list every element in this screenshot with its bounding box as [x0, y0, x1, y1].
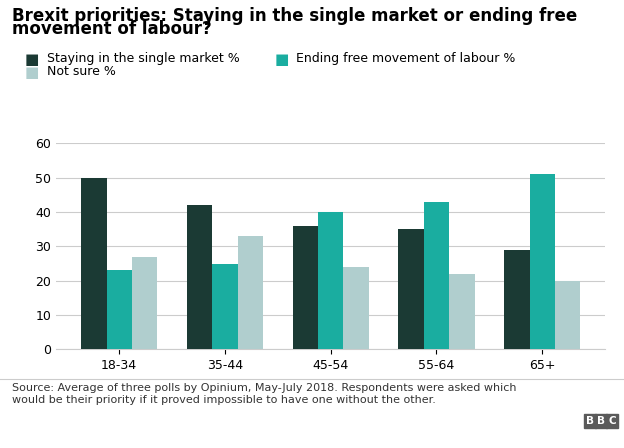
Bar — [398, 229, 424, 349]
Text: ■: ■ — [25, 65, 39, 80]
Text: Ending free movement of labour %: Ending free movement of labour % — [296, 52, 516, 65]
Bar — [530, 174, 555, 349]
Bar — [504, 250, 530, 349]
Text: C: C — [608, 416, 616, 426]
Bar — [343, 267, 369, 349]
Bar — [132, 257, 157, 349]
Text: movement of labour?: movement of labour? — [12, 20, 212, 38]
Text: Brexit priorities: Staying in the single market or ending free: Brexit priorities: Staying in the single… — [12, 7, 578, 25]
Text: B: B — [586, 416, 593, 426]
Text: B: B — [597, 416, 605, 426]
Text: Not sure %: Not sure % — [47, 65, 115, 78]
Bar — [449, 274, 475, 349]
Bar — [555, 281, 580, 349]
Bar — [187, 205, 212, 349]
Bar — [81, 178, 107, 349]
Bar — [424, 202, 449, 349]
Bar — [212, 263, 238, 349]
Text: ■: ■ — [275, 52, 289, 66]
Bar — [318, 212, 343, 349]
Text: Source: Average of three polls by Opinium, May-July 2018. Respondents were asked: Source: Average of three polls by Opiniu… — [12, 383, 517, 405]
Text: Staying in the single market %: Staying in the single market % — [47, 52, 240, 65]
Bar — [107, 271, 132, 349]
Bar — [293, 226, 318, 349]
Bar — [238, 236, 263, 349]
Text: ■: ■ — [25, 52, 39, 66]
